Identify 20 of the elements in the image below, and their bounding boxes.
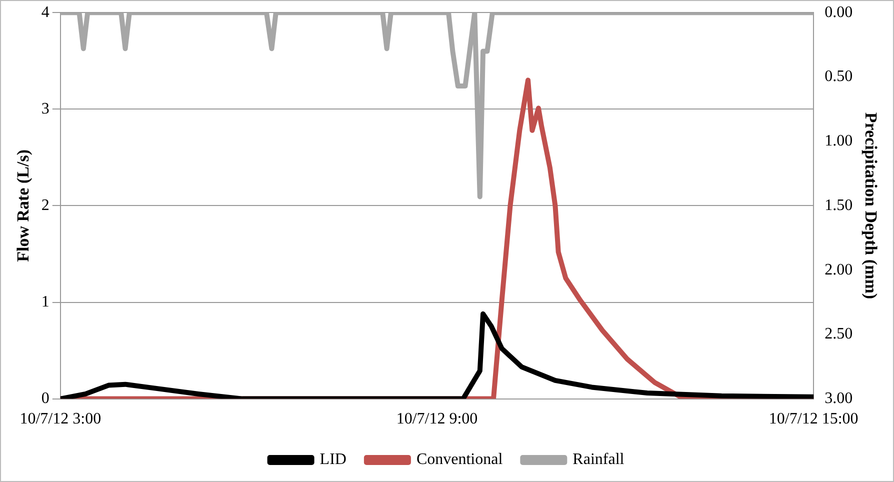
y-axis-title: Flow Rate (L/s): [14, 150, 33, 262]
y2-tick-label: 2.50: [824, 326, 853, 343]
y-tick-label: 2: [41, 196, 50, 214]
x-tick-label: 10/7/12 9:00: [396, 410, 478, 428]
y-tick-label: 4: [41, 4, 50, 21]
y2-tick-label: 0.50: [824, 68, 853, 86]
y2-tick-label: 3.00: [824, 390, 853, 408]
y2-tick-label: 2.00: [824, 261, 853, 278]
y-tick-label: 1: [41, 293, 50, 310]
y2-axis-title: Precipitation Depth (mm): [861, 112, 880, 300]
y-tick-label: 0: [41, 390, 50, 408]
x-tick-label: 10/7/12 3:00: [20, 410, 102, 428]
y2-tick-label: 1.00: [824, 132, 853, 150]
y2-tick-label: 1.50: [824, 196, 853, 214]
y-tick-label: 3: [41, 100, 50, 118]
x-tick-label: 10/7/12 15:00: [768, 410, 858, 428]
legend-label: Rainfall: [572, 451, 625, 468]
legend-label: LID: [320, 451, 346, 468]
legend-label: Conventional: [416, 451, 504, 468]
y2-tick-label: 0.00: [824, 4, 853, 21]
